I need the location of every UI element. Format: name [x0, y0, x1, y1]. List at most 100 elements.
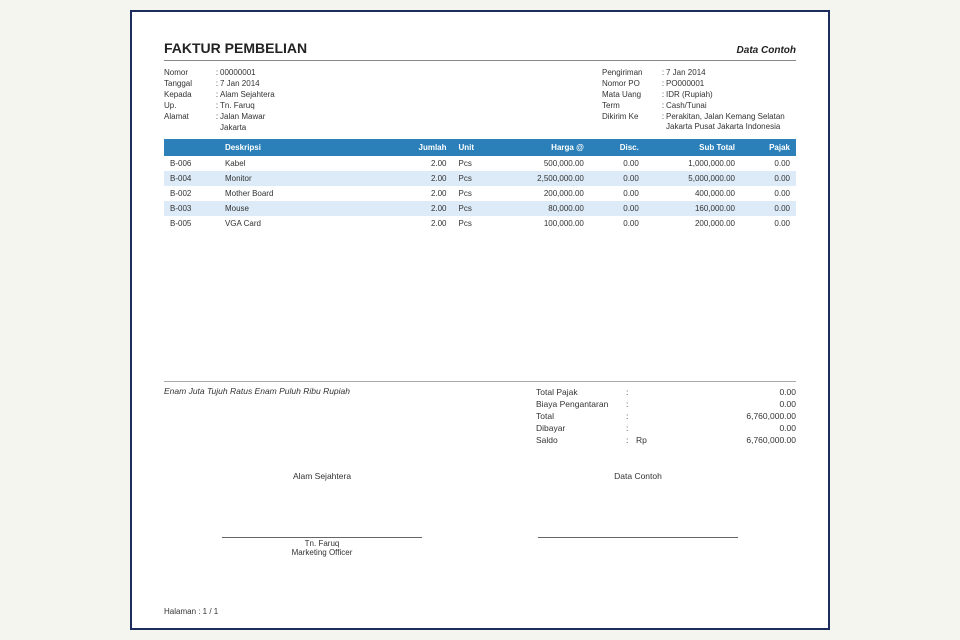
cell-unit: Pcs: [453, 201, 494, 216]
meta-label: Alamat: [164, 111, 214, 122]
cell-code: B-006: [164, 156, 219, 171]
cell-disc: 0.00: [590, 201, 645, 216]
meta-label: Mata Uang: [602, 89, 660, 100]
meta-value: Alam Sejahtera: [220, 89, 275, 100]
meta-value: Jakarta: [220, 122, 275, 133]
invoice-page: FAKTUR PEMBELIAN Data Contoh Nomor:00000…: [130, 10, 830, 630]
table-row: B-005VGA Card2.00Pcs100,000.00 0.00200,00…: [164, 216, 796, 231]
cell-sub: 5,000,000.00: [645, 171, 741, 186]
cell-qty: 2.00: [398, 186, 453, 201]
total-currency: [636, 386, 648, 397]
th-unit: Unit: [453, 139, 494, 156]
cell-tax: 0.00: [741, 171, 796, 186]
cell-qty: 2.00: [398, 156, 453, 171]
meta-label: Term: [602, 101, 660, 112]
table-row: B-004Monitor2.00Pcs2,500,000.00 0.005,000…: [164, 171, 796, 186]
cell-sub: 200,000.00: [645, 216, 741, 231]
cell-disc: 0.00: [590, 186, 645, 201]
meta-left: Nomor:00000001Tanggal:7 Jan 2014Kepada:A…: [164, 67, 275, 133]
cell-sub: 160,000.00: [645, 201, 741, 216]
meta-value: Cash/Tunai: [666, 101, 796, 112]
spacer: [164, 231, 796, 381]
cell-unit: Pcs: [453, 171, 494, 186]
total-colon: :: [626, 434, 636, 445]
cell-qty: 2.00: [398, 201, 453, 216]
meta-label: Tanggal: [164, 78, 214, 89]
th-tax: Pajak: [741, 139, 796, 156]
meta-value: Tn. Faruq: [220, 100, 275, 111]
cell-desc: Kabel: [219, 156, 398, 171]
cell-price: 100,000.00: [494, 216, 590, 231]
total-value: 6,760,000.00: [648, 434, 796, 445]
total-value: 0.00: [648, 398, 796, 409]
meta-value: IDR (Rupiah): [666, 89, 796, 100]
cell-desc: VGA Card: [219, 216, 398, 231]
cell-unit: Pcs: [453, 186, 494, 201]
cell-sub: 1,000,000.00: [645, 156, 741, 171]
cell-qty: 2.00: [398, 216, 453, 231]
total-value: 0.00: [648, 422, 796, 433]
total-currency: [636, 422, 648, 433]
total-label: Total Pajak: [536, 386, 626, 397]
totals-grid: Total Pajak:0.00Biaya Pengantaran:0.00To…: [536, 386, 796, 445]
sign-left-role: Marketing Officer: [222, 548, 422, 557]
meta-label: Kepada: [164, 89, 214, 100]
meta-value: Perakitan, Jalan Kemang Selatan Jakarta …: [666, 112, 796, 133]
cell-tax: 0.00: [741, 156, 796, 171]
company-name: Data Contoh: [737, 45, 796, 56]
cell-sub: 400,000.00: [645, 186, 741, 201]
cell-code: B-004: [164, 171, 219, 186]
meta-value: Jalan Mawar: [220, 111, 275, 122]
total-colon: :: [626, 422, 636, 433]
total-label: Saldo: [536, 434, 626, 445]
cell-unit: Pcs: [453, 156, 494, 171]
meta-label: Dikirim Ke: [602, 112, 660, 133]
meta-label: Nomor PO: [602, 78, 660, 89]
sign-right-header: Data Contoh: [538, 471, 738, 481]
cell-price: 200,000.00: [494, 186, 590, 201]
th-desc: Deskripsi: [219, 139, 398, 156]
total-label: Dibayar: [536, 422, 626, 433]
total-currency: [636, 410, 648, 421]
cell-qty: 2.00: [398, 171, 453, 186]
total-currency: [636, 398, 648, 409]
cell-desc: Mouse: [219, 201, 398, 216]
table-row: B-006Kabel2.00Pcs500,000.000.001,000,000…: [164, 156, 796, 171]
cell-price: 2,500,000.00: [494, 171, 590, 186]
meta-label: Up.: [164, 100, 214, 111]
cell-tax: 0.00: [741, 216, 796, 231]
cell-tax: 0.00: [741, 201, 796, 216]
document-title: FAKTUR PEMBELIAN: [164, 40, 307, 56]
cell-unit: Pcs: [453, 216, 494, 231]
signature-right: Data Contoh: [538, 471, 738, 557]
summary-block: Enam Juta Tujuh Ratus Enam Puluh Ribu Ru…: [164, 381, 796, 445]
cell-code: B-002: [164, 186, 219, 201]
cell-disc: 0.00: [590, 156, 645, 171]
cell-tax: 0.00: [741, 186, 796, 201]
page-footer: Halaman : 1 / 1: [164, 607, 218, 616]
meta-block: Nomor:00000001Tanggal:7 Jan 2014Kepada:A…: [164, 67, 796, 133]
meta-label: Pengiriman: [602, 67, 660, 78]
cell-code: B-005: [164, 216, 219, 231]
cell-price: 500,000.00: [494, 156, 590, 171]
th-disc: Disc.: [590, 139, 645, 156]
cell-desc: Monitor: [219, 171, 398, 186]
total-value: 6,760,000.00: [648, 410, 796, 421]
header: FAKTUR PEMBELIAN Data Contoh: [164, 40, 796, 61]
th-code: [164, 139, 219, 156]
total-label: Biaya Pengantaran: [536, 398, 626, 409]
meta-label: [164, 122, 214, 133]
table-row: B-002Mother Board2.00Pcs200,000.000.0040…: [164, 186, 796, 201]
th-sub: Sub Total: [645, 139, 741, 156]
signature-left: Alam Sejahtera Tn. Faruq Marketing Offic…: [222, 471, 422, 557]
meta-right: Pengiriman:7 Jan 2014Nomor PO:PO000001Ma…: [602, 67, 796, 133]
th-qty: Jumlah: [398, 139, 453, 156]
amount-in-words: Enam Juta Tujuh Ratus Enam Puluh Ribu Ru…: [164, 386, 536, 445]
total-colon: :: [626, 398, 636, 409]
meta-label: Nomor: [164, 67, 214, 78]
table-header-row: Deskripsi Jumlah Unit Harga @ Disc. Sub …: [164, 139, 796, 156]
cell-code: B-003: [164, 201, 219, 216]
items-table: Deskripsi Jumlah Unit Harga @ Disc. Sub …: [164, 139, 796, 231]
sign-left-name: Tn. Faruq: [222, 537, 422, 548]
sign-right-name: [538, 537, 738, 539]
